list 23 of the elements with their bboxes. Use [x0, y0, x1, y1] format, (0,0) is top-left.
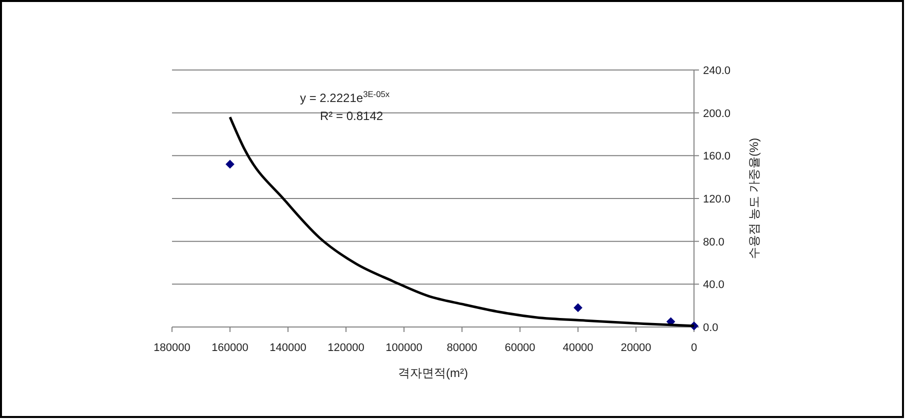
- x-tick-label: 20000: [620, 342, 652, 354]
- point: [574, 303, 582, 312]
- x-tick-label: 120000: [328, 342, 364, 354]
- y-tick-label: 240.0: [703, 65, 731, 77]
- annotation: y = 2.2221e$^{3E-05x}$: [300, 89, 390, 105]
- y-axis-title: 수용점 농도 가중율(%): [747, 138, 761, 260]
- x-tick-label: 160000: [212, 342, 248, 354]
- x-tick-label: 100000: [386, 342, 422, 354]
- y-tick-label: 120.0: [703, 194, 731, 206]
- x-tick-label: 40000: [562, 342, 594, 354]
- y-tick-label: 40.0: [703, 279, 724, 292]
- annotation: R² = 0.8142: [320, 109, 384, 123]
- x-tick-label: 60000: [504, 342, 536, 354]
- y-tick-label: 80.0: [703, 236, 724, 248]
- x-tick-label: 80000: [446, 342, 478, 354]
- point: [226, 160, 234, 169]
- y-tick-label: 200.0: [703, 108, 731, 120]
- x-tick-label: 180000: [154, 342, 190, 354]
- x-tick-label: 140000: [270, 342, 306, 354]
- y-tick-label: 160.0: [703, 150, 731, 163]
- x-axis-title: 격자면적(m²): [398, 366, 468, 380]
- x-tick-label: 0: [690, 342, 698, 354]
- y-tick-label: 0.0: [703, 322, 718, 334]
